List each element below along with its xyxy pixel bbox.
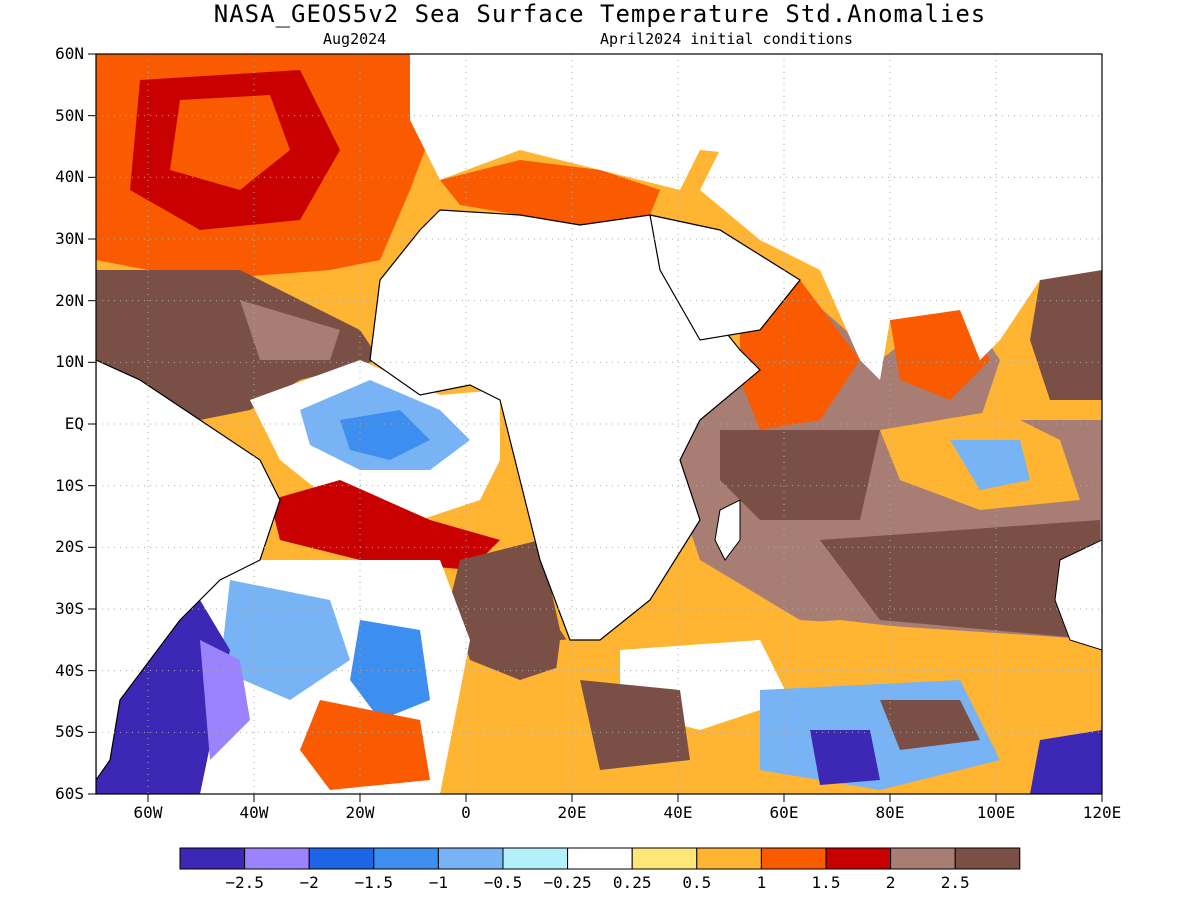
- land-south-america: [96, 359, 281, 782]
- longitude-label: 60E: [769, 803, 799, 822]
- longitude-label: 80E: [875, 803, 905, 822]
- latitude-label: 60S: [55, 784, 84, 803]
- anomaly-region-south-atlantic-warm: [270, 480, 500, 570]
- axis-ticks: [88, 53, 1103, 802]
- colorbar-swatch: [437, 847, 504, 870]
- colorbar-label: 1.5: [811, 873, 841, 892]
- anomaly-region-southern-indian-brown: [880, 700, 980, 750]
- latitude-label: 20N: [55, 290, 84, 310]
- map-title: NASA_GEOS5v2 Sea Surface Temperature Std…: [213, 0, 987, 28]
- colorbar-label: −1.5: [354, 873, 394, 892]
- anomaly-region-mediterranean: [440, 160, 660, 225]
- colorbar-label: 0.5: [682, 873, 712, 892]
- latitude-label: 60N: [55, 44, 84, 63]
- latitude-label: 40S: [55, 660, 84, 680]
- anomaly-region-tropical-atlantic: [96, 270, 380, 420]
- latitude-label: 20S: [55, 537, 84, 557]
- colorbar-swatch: [567, 847, 633, 870]
- longitude-label: 0: [461, 803, 471, 822]
- colorbar-swatch: [502, 847, 569, 870]
- anomaly-region-tropical-atlantic-rim: [240, 300, 340, 360]
- colorbar-label: −0.25: [543, 873, 592, 892]
- anomaly-region-south-atlantic-warm-2: [300, 700, 430, 790]
- longitude-label: 60W: [133, 803, 163, 822]
- colorbar-swatch: [244, 847, 310, 870]
- anomaly-region-southern-ocean-cool: [1030, 730, 1102, 794]
- longitude-label: 20W: [345, 803, 375, 822]
- land-asia: [700, 150, 1102, 380]
- anomaly-region-indian-ocean-brown: [720, 430, 880, 520]
- initial-conditions-label: April2024 initial conditions: [600, 30, 853, 48]
- anomaly-region-agulhas: [580, 680, 690, 770]
- colorbar-label: 2.5: [940, 873, 970, 892]
- colorbar-swatch: [631, 847, 698, 870]
- anomaly-region-southern-indian-cold: [810, 730, 880, 785]
- colorbar-label: 1: [756, 873, 767, 892]
- anomaly-region-south-atlantic-cool: [220, 580, 350, 700]
- colorbar-swatch: [373, 847, 439, 870]
- anomaly-region-indian-ocean-brown-2: [820, 520, 1102, 640]
- colorbar-label: 2: [885, 873, 896, 892]
- land-arabia: [649, 214, 801, 341]
- anomaly-region-patagonia-mid: [200, 640, 250, 760]
- latitude-label: 50N: [55, 105, 84, 125]
- colorbar-swatch: [825, 847, 892, 870]
- colorbar-swatch: [179, 847, 246, 870]
- latitude-label: 30N: [55, 229, 84, 248]
- latitude-label: 50S: [55, 722, 84, 742]
- colorbar-label: 0.25: [612, 873, 652, 892]
- colorbar-swatch: [696, 847, 762, 870]
- latitude-label: 10N: [55, 352, 84, 372]
- colorbar-swatch: [760, 847, 827, 870]
- colorbar-label: −2: [299, 873, 319, 892]
- latitude-label: 30S: [55, 599, 84, 618]
- anomaly-region-south-china-sea: [1030, 270, 1102, 400]
- anomaly-region-bay-of-bengal: [890, 310, 990, 400]
- longitude-label: 20E: [557, 803, 587, 822]
- colorbar-swatch: [954, 847, 1021, 870]
- colorbar-label: −0.5: [483, 873, 523, 892]
- longitude-label: 40W: [239, 803, 269, 822]
- colorbar-label: −1: [428, 873, 449, 892]
- latitude-label: 10S: [55, 475, 84, 495]
- land-australia: [1054, 539, 1102, 651]
- colorbar-swatch: [890, 847, 956, 870]
- longitude-label: 120E: [1082, 803, 1122, 822]
- latitude-label: 40N: [55, 167, 84, 187]
- anomaly-region-north-atlantic-core: [170, 95, 290, 190]
- colorbar-label: −2.5: [225, 873, 264, 892]
- latitude-label: EQ: [64, 414, 84, 433]
- anomaly-region-equatorial-atlantic-core: [340, 410, 430, 460]
- forecast-month: Aug2024: [323, 30, 387, 48]
- anomaly-region-maritime-cool: [950, 440, 1030, 490]
- anomaly-region-south-atlantic-cool-2: [350, 620, 430, 720]
- land-madagascar: [714, 499, 741, 561]
- colorbar-swatch: [308, 847, 375, 870]
- colorbar: [179, 847, 1021, 870]
- longitude-label: 40E: [663, 803, 693, 822]
- longitude-label: 100E: [976, 803, 1016, 822]
